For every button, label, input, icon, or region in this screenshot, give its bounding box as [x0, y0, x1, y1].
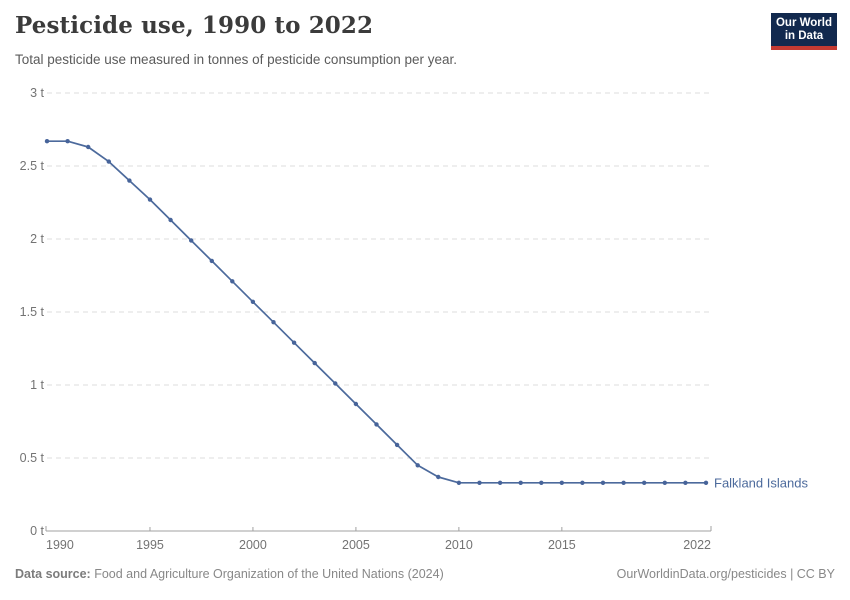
data-point[interactable] — [189, 238, 194, 243]
owid-link[interactable]: OurWorldinData.org/pesticides | CC BY — [616, 567, 835, 581]
data-point[interactable] — [662, 480, 667, 485]
chart-title: Pesticide use, 1990 to 2022 — [15, 12, 374, 39]
y-axis-label: 2.5 t — [20, 159, 45, 173]
data-point[interactable] — [86, 144, 91, 150]
owid-logo-line1: Our World — [775, 17, 832, 29]
data-point[interactable] — [374, 422, 379, 427]
y-axis-label: 3 t — [30, 86, 44, 100]
data-point[interactable] — [312, 360, 317, 366]
y-axis-label: 1.5 t — [20, 305, 45, 319]
data-point[interactable] — [106, 159, 112, 164]
x-axis-label: 1990 — [46, 538, 74, 552]
y-axis-label: 0 t — [30, 524, 44, 538]
data-point[interactable] — [600, 480, 606, 485]
data-point[interactable] — [436, 474, 441, 480]
data-point[interactable] — [353, 401, 359, 407]
entity-label[interactable]: Falkland Islands — [714, 475, 808, 490]
data-point[interactable] — [580, 480, 585, 485]
data-point[interactable] — [147, 197, 153, 202]
chart-footer: Data source: Food and Agriculture Organi… — [15, 567, 835, 581]
data-point[interactable] — [271, 320, 276, 325]
x-axis-label: 2022 — [683, 538, 711, 552]
data-point[interactable] — [333, 381, 338, 386]
data-point[interactable] — [44, 139, 50, 144]
x-axis-label: 2010 — [445, 538, 473, 552]
data-point[interactable] — [497, 480, 503, 485]
data-point[interactable] — [394, 442, 400, 448]
data-point[interactable] — [477, 480, 482, 485]
owid-logo[interactable]: Our World in Data — [771, 13, 837, 50]
data-point[interactable] — [456, 480, 462, 485]
data-source-text: Food and Agriculture Organization of the… — [94, 567, 444, 581]
data-point[interactable] — [65, 139, 70, 144]
data-point[interactable] — [642, 480, 647, 485]
x-axis-label: 1995 — [136, 538, 164, 552]
x-axis-label: 2005 — [342, 538, 370, 552]
y-axis-label: 2 t — [30, 232, 44, 246]
owid-logo-line2: in Data — [784, 30, 824, 42]
data-source-label: Data source: — [15, 567, 91, 581]
data-point[interactable] — [703, 480, 709, 485]
y-axis-label: 1 t — [30, 378, 44, 392]
y-axis-label: 0.5 t — [20, 451, 45, 465]
data-point[interactable] — [539, 480, 544, 485]
data-point[interactable] — [250, 299, 256, 304]
data-point[interactable] — [127, 178, 132, 183]
data-point[interactable] — [415, 463, 420, 468]
x-axis-label: 2015 — [548, 538, 576, 552]
data-point[interactable] — [291, 340, 297, 345]
data-point[interactable] — [559, 480, 564, 485]
data-source: Data source: Food and Agriculture Organi… — [15, 567, 444, 581]
data-point[interactable] — [518, 480, 523, 485]
data-point[interactable] — [621, 480, 626, 485]
data-point[interactable] — [683, 480, 688, 485]
x-axis-label: 2000 — [239, 538, 267, 552]
data-point[interactable] — [230, 279, 235, 284]
data-point[interactable] — [209, 258, 214, 264]
data-point[interactable] — [168, 217, 173, 223]
chart-subtitle: Total pesticide use measured in tonnes o… — [15, 52, 458, 67]
